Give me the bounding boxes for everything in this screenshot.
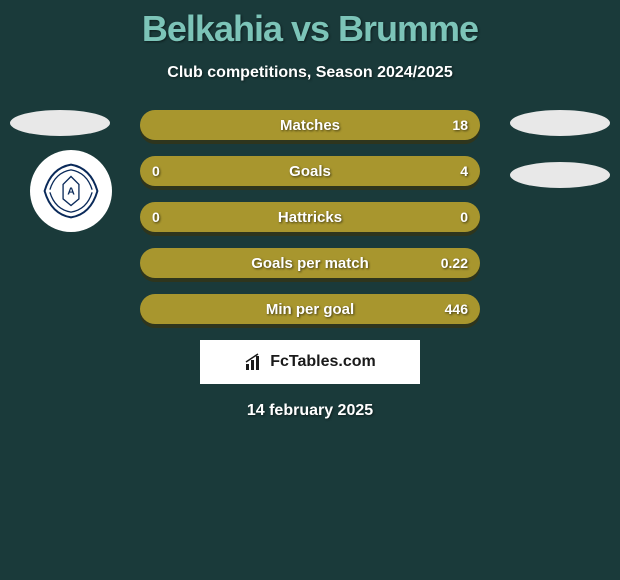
page-title: Belkahia vs Brumme (0, 0, 620, 50)
stat-right-value: 4 (460, 163, 468, 179)
stat-left-value: 0 (152, 163, 160, 179)
stat-right-value: 0 (460, 209, 468, 225)
player-left-placeholder-icon (10, 110, 110, 136)
player-right-placeholder-icon (510, 110, 610, 136)
stat-left-value: 0 (152, 209, 160, 225)
date-text: 14 february 2025 (0, 402, 620, 420)
stat-label: Hattricks (278, 209, 342, 226)
club-left-crest-icon: A (30, 150, 112, 232)
page-subtitle: Club competitions, Season 2024/2025 (0, 64, 620, 82)
stat-label: Goals (289, 163, 331, 180)
stat-label: Matches (280, 117, 340, 134)
chart-icon (244, 352, 264, 372)
stat-row-min-per-goal: Min per goal 446 (140, 294, 480, 324)
club-right-placeholder-icon (510, 162, 610, 188)
stat-label: Min per goal (266, 301, 354, 318)
stats-container: A Matches 18 0 Goals 4 0 Hattricks 0 Goa… (0, 110, 620, 324)
stat-row-goals-per-match: Goals per match 0.22 (140, 248, 480, 278)
stat-right-value: 0.22 (441, 255, 468, 271)
stat-row-matches: Matches 18 (140, 110, 480, 140)
brand-text: FcTables.com (270, 353, 376, 371)
stats-bars: Matches 18 0 Goals 4 0 Hattricks 0 Goals… (140, 110, 480, 324)
svg-text:A: A (67, 185, 75, 197)
stat-row-hattricks: 0 Hattricks 0 (140, 202, 480, 232)
stat-right-value: 18 (452, 117, 468, 133)
stat-label: Goals per match (251, 255, 369, 272)
stat-right-value: 446 (445, 301, 468, 317)
brand-logo[interactable]: FcTables.com (200, 340, 420, 384)
stat-row-goals: 0 Goals 4 (140, 156, 480, 186)
